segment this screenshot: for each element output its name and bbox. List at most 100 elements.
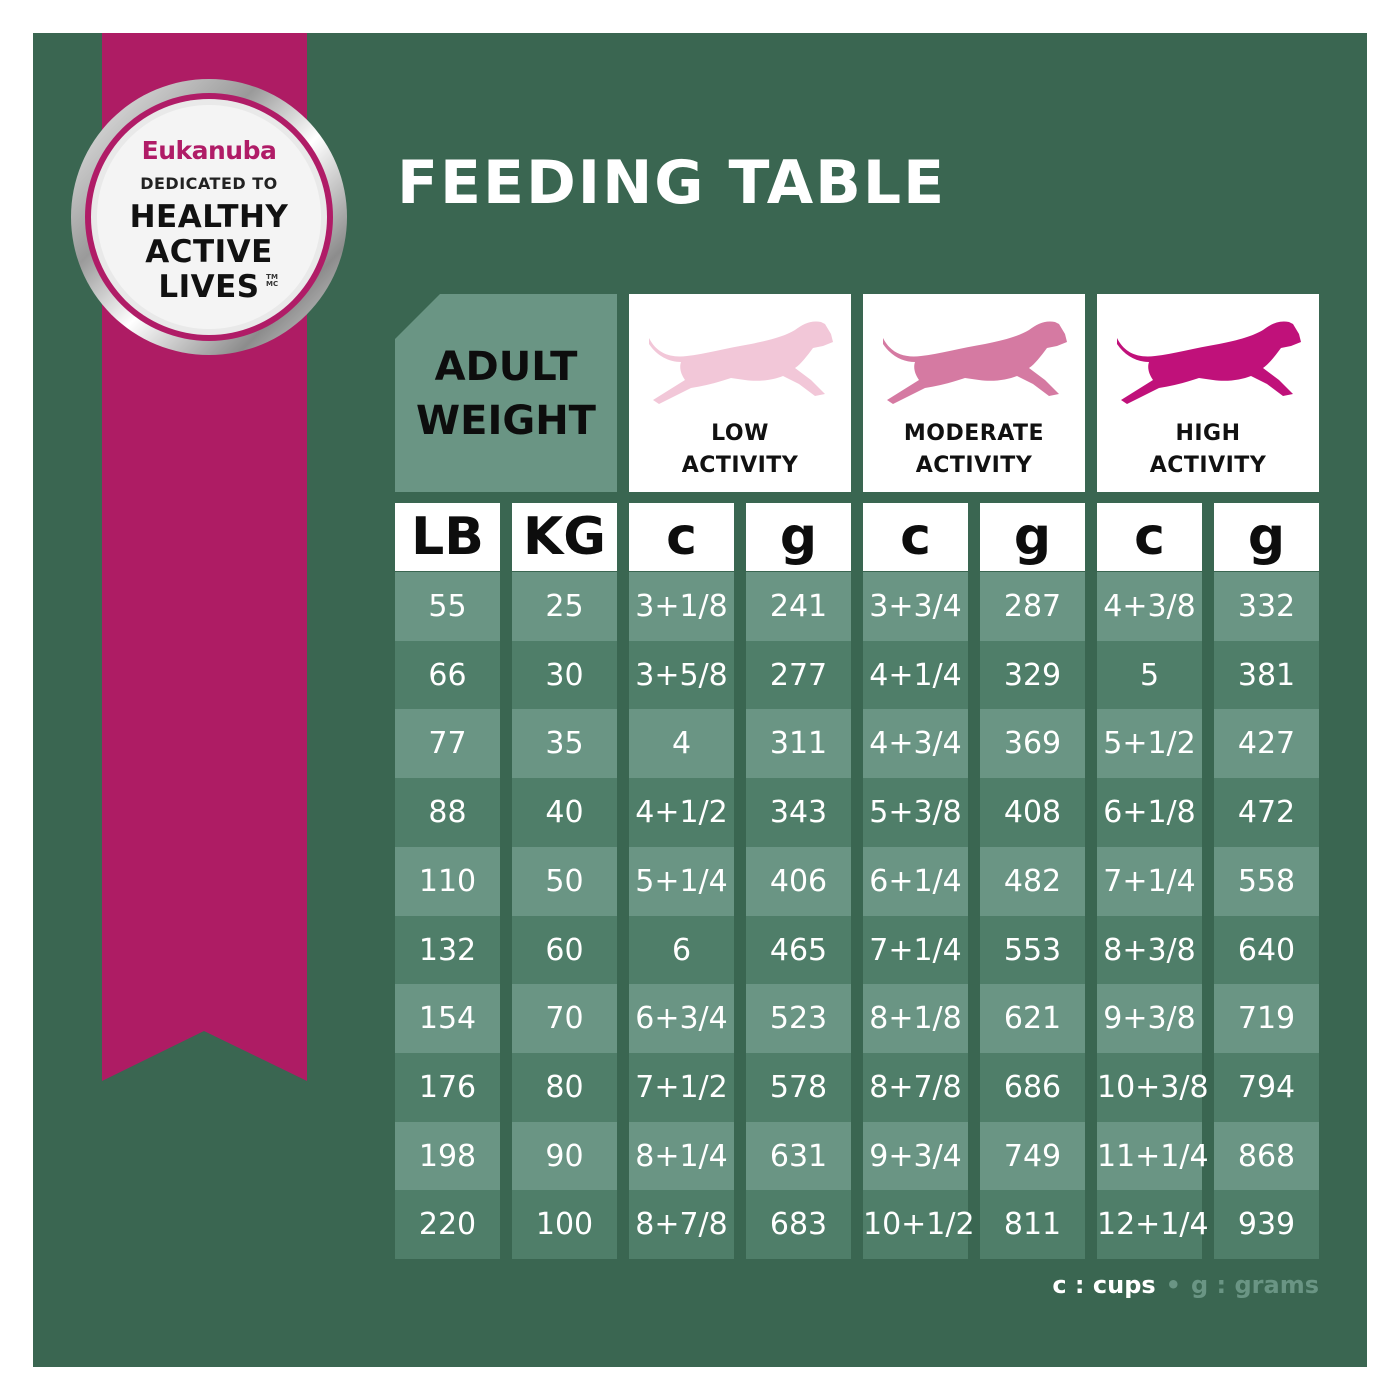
- table-cell: 6+1/4: [863, 847, 968, 916]
- table-cell: 472: [1214, 778, 1319, 847]
- table-cell: 465: [746, 916, 851, 985]
- table-cell: 578: [746, 1053, 851, 1122]
- running-dog-icon: [1117, 321, 1301, 404]
- table-cell: 3+3/4: [863, 572, 968, 641]
- legend-separator: •: [1165, 1271, 1181, 1299]
- running-dog-icon: [883, 321, 1067, 404]
- table-cell: 523: [746, 984, 851, 1053]
- table-cell: 5: [1097, 641, 1202, 710]
- table-cell: 406: [746, 847, 851, 916]
- table-cell: 198: [395, 1122, 500, 1191]
- table-cell: 50: [512, 847, 617, 916]
- table-cell: 110: [395, 847, 500, 916]
- table-cell: 719: [1214, 984, 1319, 1053]
- table-cell: 4+1/4: [863, 641, 968, 710]
- table-cell: 154: [395, 984, 500, 1053]
- table-cell: 7+1/2: [629, 1053, 734, 1122]
- table-cell: 10+3/8: [1097, 1053, 1209, 1122]
- table-cell: 12+1/4: [1097, 1190, 1209, 1259]
- table-cell: 558: [1214, 847, 1319, 916]
- table-cell: 749: [980, 1122, 1085, 1191]
- table-cell: 25: [512, 572, 617, 641]
- table-cell: 241: [746, 572, 851, 641]
- table-cell: 88: [395, 778, 500, 847]
- table-cell: 10+1/2: [863, 1190, 975, 1259]
- table-cell: 132: [395, 916, 500, 985]
- table-cell: 8+3/8: [1097, 916, 1202, 985]
- table-cell: 868: [1214, 1122, 1319, 1191]
- table-cell: 90: [512, 1122, 617, 1191]
- table-cell: 794: [1214, 1053, 1319, 1122]
- table-cell: 8+1/4: [629, 1122, 734, 1191]
- brand-seal-text: Eukanuba DEDICATED TO HEALTHY ACTIVE LIV…: [70, 78, 348, 356]
- running-dog-icon: [649, 321, 833, 404]
- table-cell: 311: [746, 709, 851, 778]
- table-cell: 176: [395, 1053, 500, 1122]
- table-cell: 621: [980, 984, 1085, 1053]
- table-cell: 631: [746, 1122, 851, 1191]
- table-cell: 287: [980, 572, 1085, 641]
- table-cell: 4: [629, 709, 734, 778]
- table-cell: 9+3/8: [1097, 984, 1202, 1053]
- table-cell: 381: [1214, 641, 1319, 710]
- brand-logo: Eukanuba: [141, 136, 277, 165]
- table-cell: 8+1/8: [863, 984, 968, 1053]
- table-cell: 427: [1214, 709, 1319, 778]
- table-cell: 30: [512, 641, 617, 710]
- unit-header-cell: g: [1214, 503, 1319, 571]
- unit-header-cell: c: [863, 503, 968, 571]
- table-cell: 35: [512, 709, 617, 778]
- low-activity-header: LOW ACTIVITY: [629, 294, 851, 492]
- table-cell: 640: [1214, 916, 1319, 985]
- legend: c : cups • g : grams: [1052, 1271, 1319, 1299]
- table-cell: 686: [980, 1053, 1085, 1122]
- moderate-activity-header: MODERATE ACTIVITY: [863, 294, 1085, 492]
- table-cell: 332: [1214, 572, 1319, 641]
- table-cell: 60: [512, 916, 617, 985]
- seal-tagline: DEDICATED TO: [140, 174, 278, 193]
- table-cell: 408: [980, 778, 1085, 847]
- unit-header-cell: g: [746, 503, 851, 571]
- legend-grams: g : grams: [1191, 1271, 1319, 1299]
- table-cell: 66: [395, 641, 500, 710]
- table-cell: 7+1/4: [1097, 847, 1202, 916]
- table-cell: 5+3/8: [863, 778, 968, 847]
- table-cell: 4+3/8: [1097, 572, 1202, 641]
- brand-seal: [70, 78, 348, 356]
- high-activity-header: HIGH ACTIVITY: [1097, 294, 1319, 492]
- table-cell: 4+1/2: [629, 778, 734, 847]
- table-cell: 369: [980, 709, 1085, 778]
- seal-word-lives: LIVES: [158, 269, 260, 305]
- table-cell: 6+3/4: [629, 984, 734, 1053]
- table-cell: 11+1/4: [1097, 1122, 1209, 1191]
- table-cell: 100: [512, 1190, 617, 1259]
- table-cell: 55: [395, 572, 500, 641]
- adult-weight-header: [395, 294, 617, 492]
- table-cell: 4+3/4: [863, 709, 968, 778]
- table-cell: 7+1/4: [863, 916, 968, 985]
- legend-cups: c : cups: [1052, 1271, 1156, 1299]
- table-cell: 5+1/4: [629, 847, 734, 916]
- table-cell: 277: [746, 641, 851, 710]
- table-cell: 683: [746, 1190, 851, 1259]
- table-cell: 939: [1214, 1190, 1319, 1259]
- table-cell: 3+5/8: [629, 641, 734, 710]
- unit-header-cell: KG: [512, 503, 617, 571]
- seal-word-healthy: HEALTHY: [129, 199, 289, 235]
- unit-header-cell: c: [629, 503, 734, 571]
- table-cell: 482: [980, 847, 1085, 916]
- table-cell: 343: [746, 778, 851, 847]
- unit-header-cell: c: [1097, 503, 1202, 571]
- table-cell: 6+1/8: [1097, 778, 1202, 847]
- table-cell: 553: [980, 916, 1085, 985]
- table-cell: 77: [395, 709, 500, 778]
- trademark-mark: TM MC: [266, 273, 279, 288]
- high-activity-label: HIGH ACTIVITY: [1149, 421, 1267, 478]
- adult-weight-label: ADULT WEIGHT: [416, 344, 596, 444]
- moderate-activity-label: MODERATE ACTIVITY: [903, 421, 1045, 478]
- table-cell: 811: [980, 1190, 1085, 1259]
- low-activity-label: LOW ACTIVITY: [681, 421, 799, 478]
- table-cell: 8+7/8: [863, 1053, 968, 1122]
- seal-word-active: ACTIVE: [145, 234, 273, 270]
- table-cell: 70: [512, 984, 617, 1053]
